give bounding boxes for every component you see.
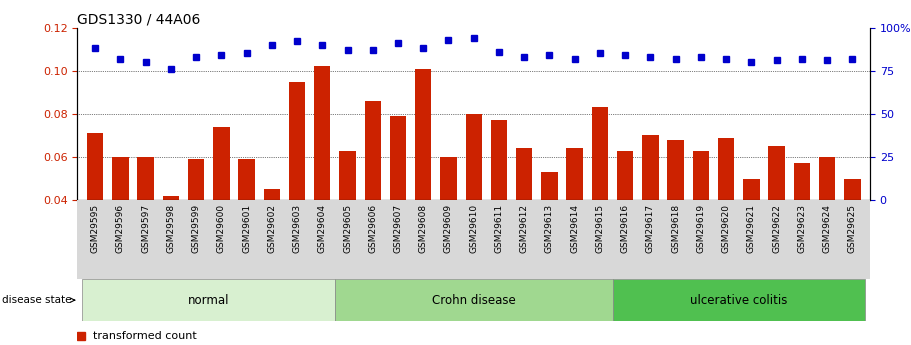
Text: normal: normal bbox=[188, 294, 230, 307]
Bar bbox=[415, 69, 432, 286]
Bar bbox=[138, 157, 154, 286]
Text: GSM29623: GSM29623 bbox=[797, 204, 806, 253]
Bar bbox=[541, 172, 558, 286]
Bar bbox=[83, 279, 335, 321]
Bar bbox=[390, 116, 406, 286]
Text: GSM29622: GSM29622 bbox=[773, 204, 781, 253]
Bar bbox=[339, 150, 355, 286]
Bar bbox=[718, 138, 734, 286]
Text: GSM29607: GSM29607 bbox=[394, 204, 403, 253]
Text: GSM29598: GSM29598 bbox=[167, 204, 175, 253]
Text: GSM29612: GSM29612 bbox=[519, 204, 528, 253]
Text: GSM29620: GSM29620 bbox=[722, 204, 731, 253]
Bar bbox=[768, 146, 784, 286]
Bar bbox=[642, 135, 659, 286]
Text: GSM29606: GSM29606 bbox=[368, 204, 377, 253]
Text: GSM29600: GSM29600 bbox=[217, 204, 226, 253]
Bar bbox=[163, 196, 179, 286]
Text: GSM29614: GSM29614 bbox=[570, 204, 579, 253]
Text: disease state: disease state bbox=[2, 295, 75, 305]
FancyBboxPatch shape bbox=[77, 200, 870, 279]
Bar bbox=[289, 81, 305, 286]
Bar bbox=[743, 179, 760, 286]
Bar bbox=[491, 120, 507, 286]
Text: GDS1330 / 44A06: GDS1330 / 44A06 bbox=[77, 12, 200, 27]
Bar bbox=[335, 279, 612, 321]
Text: GSM29596: GSM29596 bbox=[116, 204, 125, 253]
Bar bbox=[516, 148, 532, 286]
Text: GSM29609: GSM29609 bbox=[444, 204, 453, 253]
Bar bbox=[617, 150, 633, 286]
Text: GSM29619: GSM29619 bbox=[696, 204, 705, 253]
Text: GSM29605: GSM29605 bbox=[343, 204, 352, 253]
Text: GSM29599: GSM29599 bbox=[191, 204, 200, 253]
Bar bbox=[567, 148, 583, 286]
Bar bbox=[668, 140, 684, 286]
Bar bbox=[87, 133, 103, 286]
Bar bbox=[844, 179, 861, 286]
Text: GSM29597: GSM29597 bbox=[141, 204, 150, 253]
Text: GSM29603: GSM29603 bbox=[292, 204, 302, 253]
Bar bbox=[819, 157, 835, 286]
Bar bbox=[314, 66, 331, 286]
Text: ulcerative colitis: ulcerative colitis bbox=[690, 294, 787, 307]
Text: GSM29602: GSM29602 bbox=[267, 204, 276, 253]
Text: GSM29624: GSM29624 bbox=[823, 204, 832, 253]
Text: Crohn disease: Crohn disease bbox=[432, 294, 516, 307]
Bar bbox=[692, 150, 709, 286]
Bar bbox=[188, 159, 204, 286]
Text: GSM29625: GSM29625 bbox=[848, 204, 857, 253]
Bar bbox=[592, 107, 609, 286]
Text: GSM29618: GSM29618 bbox=[671, 204, 681, 253]
Bar bbox=[239, 159, 255, 286]
Bar bbox=[364, 101, 381, 286]
Text: GSM29613: GSM29613 bbox=[545, 204, 554, 253]
Bar bbox=[213, 127, 230, 286]
Text: GSM29604: GSM29604 bbox=[318, 204, 327, 253]
Text: GSM29608: GSM29608 bbox=[419, 204, 428, 253]
Text: GSM29595: GSM29595 bbox=[90, 204, 99, 253]
Bar bbox=[112, 157, 128, 286]
Text: GSM29616: GSM29616 bbox=[620, 204, 630, 253]
Text: GSM29611: GSM29611 bbox=[495, 204, 504, 253]
Text: GSM29601: GSM29601 bbox=[242, 204, 251, 253]
Bar bbox=[793, 164, 810, 286]
Text: GSM29617: GSM29617 bbox=[646, 204, 655, 253]
Bar bbox=[263, 189, 280, 286]
Text: GSM29610: GSM29610 bbox=[469, 204, 478, 253]
Text: transformed count: transformed count bbox=[93, 332, 197, 341]
Bar bbox=[440, 157, 456, 286]
Text: GSM29615: GSM29615 bbox=[596, 204, 604, 253]
Bar bbox=[466, 114, 482, 286]
Text: GSM29621: GSM29621 bbox=[747, 204, 756, 253]
Bar bbox=[612, 279, 865, 321]
